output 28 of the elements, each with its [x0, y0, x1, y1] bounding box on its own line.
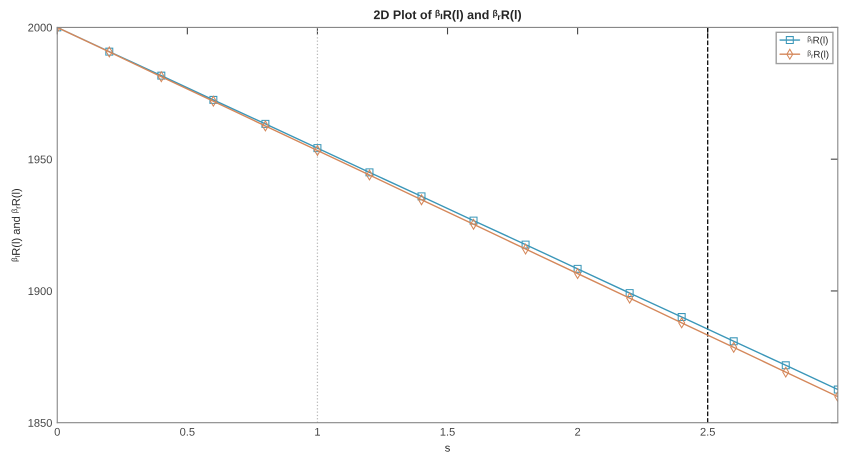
x-tick-label: 0	[54, 428, 60, 436]
x-tick-label: 2.5	[700, 428, 715, 436]
y-axis-title: ᵝₗR(l) and ᵝᵣR(l)	[11, 188, 22, 262]
point	[209, 96, 218, 104]
point	[574, 264, 582, 273]
point	[522, 240, 530, 249]
point	[730, 337, 738, 346]
x-axis-title: s	[445, 446, 450, 452]
y-tick-label: 1950	[28, 155, 52, 164]
x-tick-label: 2	[575, 428, 580, 436]
y-tick-label: 1850	[28, 418, 52, 427]
point	[365, 168, 374, 176]
x-tick-label: 1.5	[440, 428, 455, 436]
point	[782, 361, 790, 370]
y-tick-label: 2000	[28, 24, 52, 32]
legend-label: ᵝᵣR(l)	[808, 50, 828, 60]
point	[470, 216, 478, 225]
point	[157, 72, 166, 80]
chart-title: 2D Plot of ᵝₗR(l) and ᵝᵣR(l)	[374, 10, 522, 22]
legend-label: ᵝₗR(l)	[808, 36, 828, 46]
point	[313, 144, 322, 152]
point	[626, 289, 634, 298]
point	[418, 192, 426, 200]
x-tick-label: 0.5	[180, 428, 195, 436]
y-tick-label: 1900	[28, 287, 52, 296]
point	[678, 313, 686, 322]
x-tick-label: 1	[315, 428, 320, 436]
point	[261, 120, 270, 128]
